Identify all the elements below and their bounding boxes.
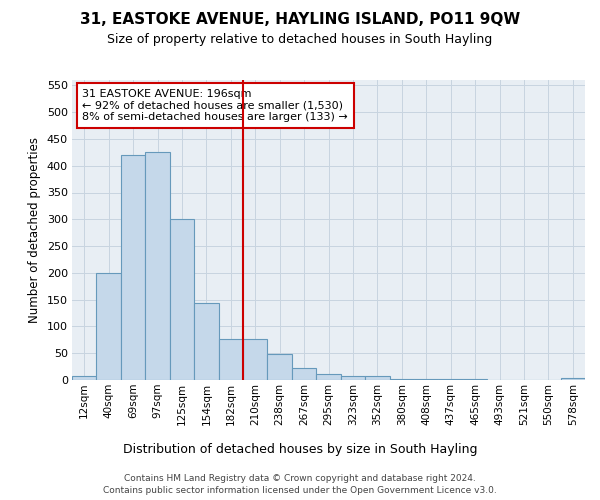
Text: 31 EASTOKE AVENUE: 196sqm
← 92% of detached houses are smaller (1,530)
8% of sem: 31 EASTOKE AVENUE: 196sqm ← 92% of detac… (82, 89, 348, 122)
Text: 31, EASTOKE AVENUE, HAYLING ISLAND, PO11 9QW: 31, EASTOKE AVENUE, HAYLING ISLAND, PO11… (80, 12, 520, 28)
Text: Distribution of detached houses by size in South Hayling: Distribution of detached houses by size … (123, 442, 477, 456)
Bar (463, 379, 487, 380)
Text: Size of property relative to detached houses in South Hayling: Size of property relative to detached ho… (107, 32, 493, 46)
Bar (389, 379, 414, 380)
Bar (414, 379, 439, 380)
Bar (97, 273, 121, 380)
Bar (194, 304, 218, 380)
Bar (72, 376, 97, 380)
Bar (341, 376, 365, 380)
Bar (243, 339, 268, 380)
Bar (218, 339, 243, 380)
Y-axis label: Number of detached properties: Number of detached properties (28, 137, 41, 323)
Bar (560, 378, 585, 380)
Bar (365, 376, 389, 380)
Text: Contains HM Land Registry data © Crown copyright and database right 2024.: Contains HM Land Registry data © Crown c… (124, 474, 476, 483)
Bar (316, 374, 341, 380)
Bar (439, 379, 463, 380)
Bar (170, 220, 194, 380)
Text: Contains public sector information licensed under the Open Government Licence v3: Contains public sector information licen… (103, 486, 497, 495)
Bar (292, 368, 316, 380)
Bar (268, 354, 292, 380)
Bar (145, 152, 170, 380)
Bar (121, 155, 145, 380)
